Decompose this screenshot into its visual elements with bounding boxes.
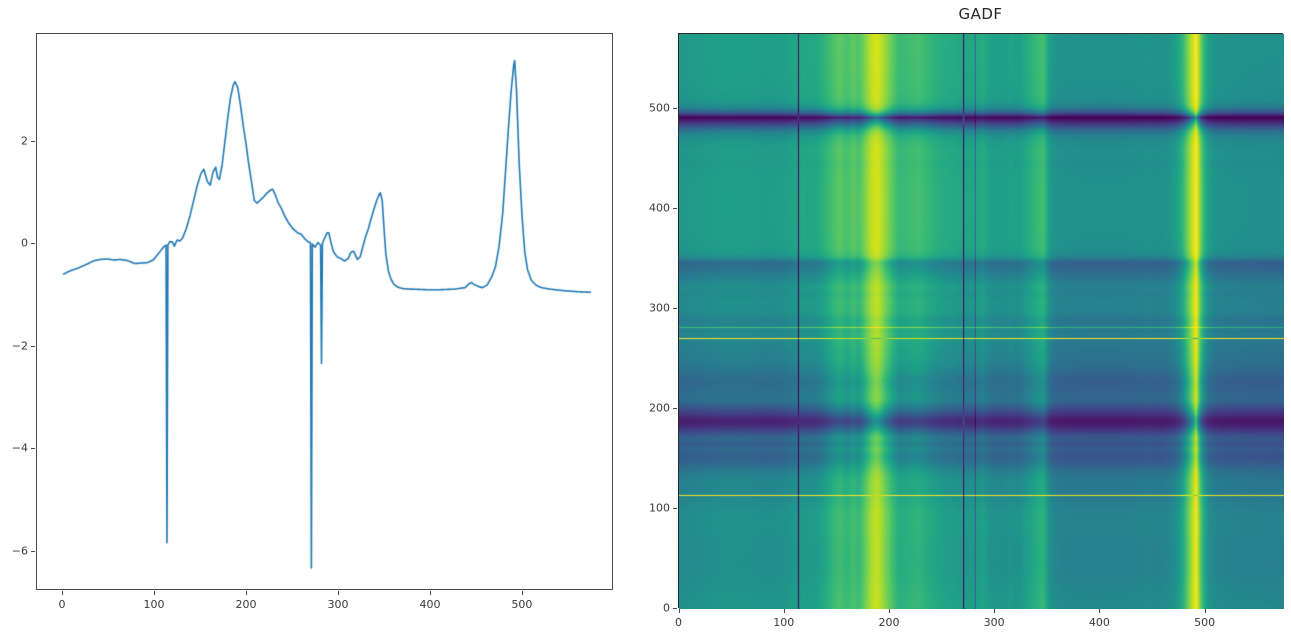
x-tick-mark — [994, 609, 996, 613]
y-tick-label: 100 — [649, 501, 670, 514]
y-tick-label: 0 — [21, 236, 28, 250]
gadf-heatmap-axes — [678, 33, 1284, 609]
y-tick-mark — [673, 507, 677, 509]
y-tick-label: −4 — [11, 441, 28, 455]
x-tick-mark — [678, 609, 680, 613]
x-tick-label: 400 — [1088, 616, 1110, 629]
y-tick-mark — [31, 345, 35, 347]
x-tick-mark — [62, 591, 64, 595]
line-plot-canvas — [37, 34, 614, 591]
y-tick-label: 300 — [649, 301, 670, 314]
x-tick-mark — [154, 591, 155, 595]
y-tick-mark — [31, 550, 35, 552]
x-tick-label: 100 — [143, 598, 165, 611]
y-tick-mark — [673, 107, 677, 109]
x-tick-mark — [429, 591, 431, 595]
x-tick-label: 0 — [58, 598, 66, 611]
y-tick-mark — [31, 448, 35, 450]
line-plot-axes — [36, 33, 614, 591]
y-tick-label: −2 — [11, 339, 28, 353]
y-tick-label: 500 — [649, 101, 670, 114]
y-tick-label: 400 — [649, 201, 670, 214]
y-tick-mark — [673, 207, 677, 209]
y-tick-mark — [673, 307, 677, 309]
x-tick-mark — [245, 591, 247, 595]
x-tick-mark — [888, 609, 890, 613]
x-tick-mark — [783, 609, 785, 613]
y-tick-mark — [673, 407, 677, 409]
y-tick-label: 0 — [663, 601, 670, 614]
gadf-heatmap-canvas — [679, 34, 1284, 609]
x-tick-label: 100 — [773, 616, 795, 629]
x-tick-label: 500 — [1194, 616, 1216, 629]
y-tick-label: 2 — [21, 134, 28, 148]
x-tick-label: 0 — [675, 616, 683, 629]
x-tick-label: 500 — [511, 598, 533, 611]
y-tick-mark — [673, 607, 677, 609]
y-tick-label: 200 — [649, 401, 670, 414]
x-tick-mark — [337, 591, 339, 595]
x-tick-mark — [1099, 609, 1101, 613]
y-tick-mark — [31, 140, 35, 142]
x-tick-label: 200 — [235, 598, 257, 611]
x-tick-label: 400 — [419, 598, 441, 611]
gadf-title: GADF — [958, 5, 1003, 23]
y-tick-label: −6 — [11, 544, 28, 558]
x-tick-mark — [1204, 609, 1206, 613]
x-tick-label: 200 — [878, 616, 900, 629]
y-tick-mark — [31, 243, 35, 245]
x-tick-label: 300 — [983, 616, 1005, 629]
x-tick-label: 300 — [327, 598, 349, 611]
x-tick-mark — [521, 591, 523, 595]
